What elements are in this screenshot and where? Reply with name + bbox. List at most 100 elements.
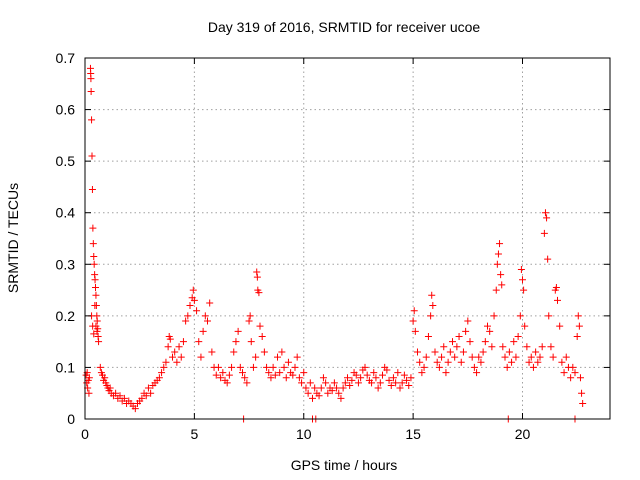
data-point (477, 358, 485, 366)
data-point (298, 379, 306, 387)
data-point (396, 384, 404, 392)
data-point (575, 322, 583, 330)
data-point (573, 332, 581, 340)
data-point (88, 152, 96, 160)
y-tick-label: 0.6 (56, 102, 76, 118)
data-point (116, 392, 124, 400)
data-point (484, 322, 491, 330)
data-point (435, 363, 443, 371)
data-point (164, 343, 172, 351)
y-tick-label: 0.4 (56, 205, 76, 221)
data-point (85, 374, 93, 382)
data-point (228, 363, 236, 371)
data-point (455, 332, 463, 340)
data-point (241, 374, 249, 382)
data-point (558, 358, 566, 366)
data-point (497, 271, 505, 279)
data-point (112, 389, 120, 397)
data-point (379, 371, 386, 379)
data-point (186, 302, 194, 310)
data-point (389, 374, 397, 382)
data-point (569, 363, 577, 371)
x-tick-label: 10 (296, 426, 312, 442)
data-point (514, 332, 522, 340)
data-point (486, 327, 494, 335)
data-point (457, 358, 465, 366)
data-point (96, 363, 104, 371)
data-point (85, 389, 93, 397)
data-point (422, 353, 430, 361)
data-point (505, 348, 513, 356)
data-point (276, 369, 284, 377)
data-point (462, 327, 470, 335)
data-point (263, 363, 271, 371)
data-point (295, 374, 303, 382)
data-point (269, 363, 277, 371)
data-point (243, 379, 251, 387)
plot-frame (84, 57, 611, 420)
data-point (405, 381, 413, 389)
data-point (523, 343, 531, 351)
data-point (95, 338, 103, 346)
data-point (560, 369, 568, 377)
y-tick-label: 0.2 (56, 308, 76, 324)
data-point (179, 338, 187, 346)
data-point (289, 371, 297, 379)
data-point (527, 353, 535, 361)
data-point (538, 343, 546, 351)
data-point (147, 389, 155, 397)
data-point (87, 75, 95, 83)
data-point (90, 260, 98, 268)
data-point (193, 307, 201, 315)
data-point (418, 369, 426, 377)
data-point (304, 389, 312, 397)
data-point (532, 348, 540, 356)
data-point (335, 389, 343, 397)
data-point (230, 348, 238, 356)
data-point (256, 322, 264, 330)
data-point (409, 317, 417, 325)
data-point (468, 353, 476, 361)
data-point (182, 317, 190, 325)
data-point (552, 283, 560, 291)
data-point (416, 358, 424, 366)
data-point (344, 374, 351, 382)
data-point (446, 348, 454, 356)
data-point (562, 353, 570, 361)
data-point (383, 366, 391, 374)
data-point (490, 312, 498, 320)
data-point (201, 312, 209, 320)
data-point (536, 353, 544, 361)
y-tick-label: 0 (67, 411, 75, 427)
data-point (516, 312, 524, 320)
y-tick-label: 0.5 (56, 153, 76, 169)
data-point (293, 353, 301, 361)
data-point (428, 291, 436, 299)
data-point (354, 379, 362, 387)
data-point (574, 312, 582, 320)
data-point (306, 379, 314, 387)
data-point (300, 369, 308, 377)
data-point (481, 338, 489, 346)
data-point (508, 358, 516, 366)
data-point (503, 363, 511, 371)
data-point (89, 224, 97, 232)
data-point (473, 369, 481, 377)
data-point (392, 379, 400, 387)
data-point (92, 291, 100, 299)
x-tick-label: 15 (405, 426, 421, 442)
x-tick-label: 0 (81, 426, 89, 442)
x-tick-label: 20 (515, 426, 531, 442)
data-point (208, 348, 216, 356)
data-point (138, 394, 146, 402)
data-point (271, 371, 279, 379)
data-point (89, 240, 97, 248)
data-point (543, 214, 551, 222)
data-point (284, 358, 292, 366)
data-point (302, 384, 310, 392)
data-point (438, 353, 446, 361)
data-point (493, 260, 501, 268)
data-point (517, 265, 525, 273)
data-point (579, 400, 587, 408)
data-point (225, 371, 233, 379)
